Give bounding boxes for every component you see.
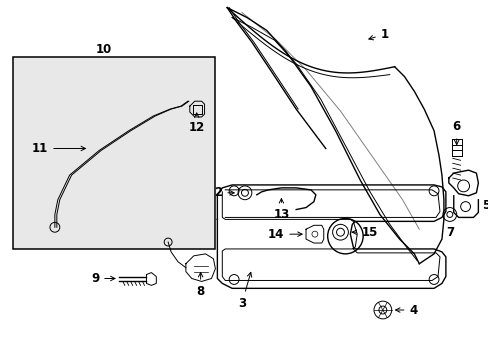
Text: 15: 15 [351, 226, 378, 239]
Text: 11: 11 [32, 142, 85, 155]
Text: 2: 2 [214, 186, 234, 199]
Text: 10: 10 [96, 44, 112, 57]
Text: 13: 13 [273, 199, 289, 221]
Text: 3: 3 [238, 273, 251, 310]
Text: 1: 1 [368, 28, 388, 41]
Text: 9: 9 [91, 272, 115, 285]
Text: 12: 12 [188, 113, 204, 134]
Bar [14, 57, 215, 249]
Text: 14: 14 [267, 228, 302, 241]
Text: 4: 4 [395, 303, 417, 316]
Text: 7: 7 [445, 226, 453, 239]
Text: 6: 6 [452, 120, 460, 145]
Text: 8: 8 [196, 273, 204, 298]
Text: 5: 5 [481, 199, 488, 212]
